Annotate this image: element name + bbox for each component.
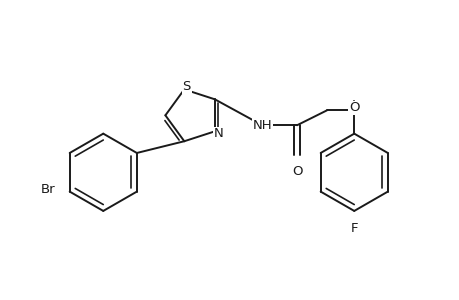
Text: Br: Br [41, 183, 56, 196]
Text: N: N [213, 127, 223, 140]
Text: O: O [348, 101, 359, 114]
Text: O: O [291, 165, 302, 178]
Text: S: S [182, 80, 190, 93]
Text: NH: NH [252, 119, 272, 132]
Text: F: F [350, 222, 357, 235]
